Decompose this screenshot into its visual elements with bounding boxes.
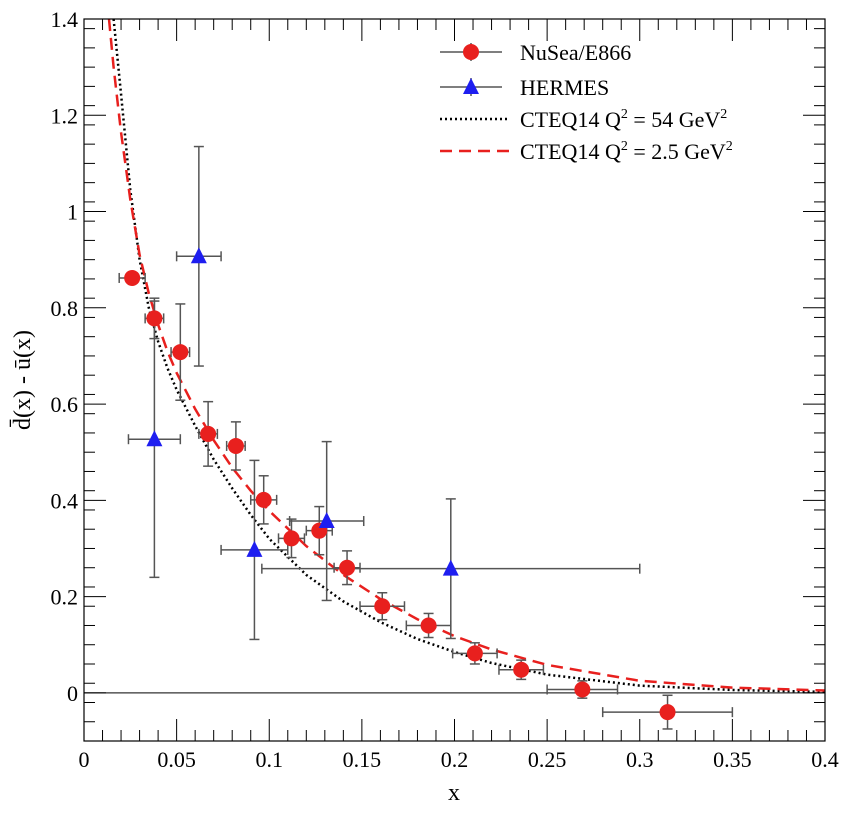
y-tick-label: 0.2 xyxy=(51,585,79,610)
y-tick-label: 1 xyxy=(67,200,78,225)
nusea-point xyxy=(339,559,356,576)
y-tick-label: 1.4 xyxy=(51,7,79,32)
nusea-point xyxy=(574,681,591,698)
x-tick-label: 0.1 xyxy=(256,747,284,772)
x-tick-label: 0.05 xyxy=(157,747,196,772)
nusea-point xyxy=(200,425,217,442)
nusea-point xyxy=(227,437,244,454)
y-axis-title: d̄(x) - ū(x) xyxy=(10,330,36,430)
nusea-point xyxy=(255,491,272,508)
hermes-point xyxy=(318,512,335,529)
nusea-point xyxy=(124,269,141,286)
curve-cteq14-54 xyxy=(112,18,826,694)
legend-hermes-label: HERMES xyxy=(520,75,609,100)
nusea-point xyxy=(172,344,189,361)
ticks-layer xyxy=(83,18,826,742)
hermes-point xyxy=(146,430,163,447)
nusea-point xyxy=(659,704,676,721)
x-tick-label: 0.35 xyxy=(713,747,752,772)
y-tick-label: 0.6 xyxy=(51,392,79,417)
legend-nusea-marker xyxy=(463,44,479,60)
legend: NuSea/E866 HERMES CTEQ14 Q2 = 54 GeV2 CT… xyxy=(440,40,733,164)
nusea-point xyxy=(420,617,437,634)
x-tick-label: 0.3 xyxy=(626,747,654,772)
curves-layer xyxy=(107,18,826,694)
x-tick-label: 0.15 xyxy=(343,747,382,772)
nusea-point xyxy=(283,530,300,547)
nusea-point xyxy=(466,645,483,662)
x-axis-title: x xyxy=(448,780,460,806)
markers-layer xyxy=(124,247,676,721)
x-tick-label: 0 xyxy=(79,747,90,772)
hermes-point xyxy=(190,247,207,264)
legend-cteq54-label: CTEQ14 Q2 = 54 GeV2 xyxy=(520,107,727,132)
x-tick-label: 0.25 xyxy=(528,747,567,772)
y-tick-label: 1.2 xyxy=(51,103,79,128)
nusea-point xyxy=(146,310,163,327)
x-tick-label: 0.2 xyxy=(441,747,469,772)
legend-nusea-label: NuSea/E866 xyxy=(520,40,631,65)
legend-cteq25-label: CTEQ14 Q2 = 2.5 GeV2 xyxy=(520,139,733,164)
hermes-point xyxy=(246,540,263,557)
tick-labels-layer: 0 0.05 0.1 0.15 0.2 0.25 0.3 0.35 0.4 0 0.2 0.4 0.6 0… xyxy=(51,7,839,772)
y-tick-label: 0.8 xyxy=(51,296,79,321)
x-tick-label: 0.4 xyxy=(811,747,839,772)
y-tick-label: 0 xyxy=(67,681,78,706)
hermes-point xyxy=(442,559,459,576)
y-tick-label: 0.4 xyxy=(51,488,79,513)
curve-cteq14-2p5 xyxy=(107,18,826,692)
nusea-point xyxy=(374,598,391,615)
legend-hermes-marker xyxy=(463,78,479,94)
nusea-point xyxy=(513,661,530,678)
